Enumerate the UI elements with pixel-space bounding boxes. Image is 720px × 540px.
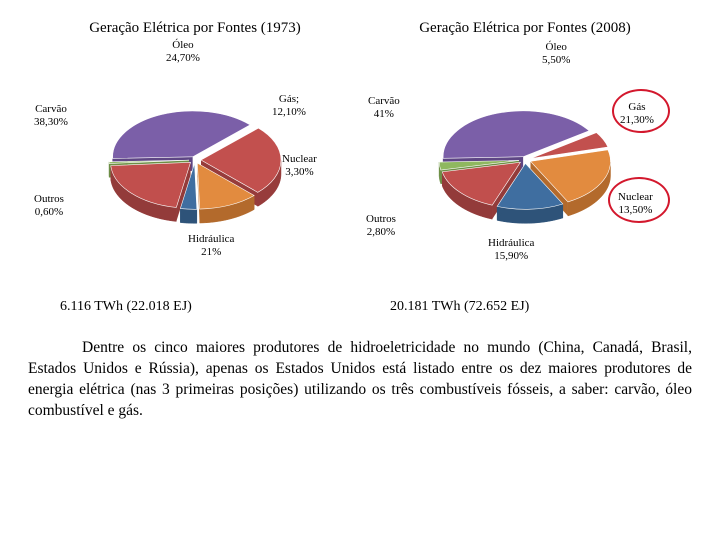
highlight-circle <box>612 89 670 133</box>
slice-label-outros: Outros0,60% <box>34 193 64 218</box>
slice-label-carvão: Carvão41% <box>368 95 400 120</box>
slice-label-carvão: Carvão38,30% <box>34 103 68 128</box>
slice-label-nuclear: Nuclear3,30% <box>282 153 317 178</box>
slice-label-óleo: Óleo5,50% <box>542 41 570 66</box>
slice-label-óleo: Óleo24,70% <box>166 39 200 64</box>
slice-label-gás: Gás;12,10% <box>272 93 306 118</box>
body-paragraph: Dentre os cinco maiores produtores de hi… <box>0 320 720 422</box>
chart-1973-footer: 6.116 TWh (22.018 EJ) <box>40 299 350 315</box>
slice-label-hidráulica: Hidráulica15,90% <box>488 237 534 262</box>
chart-2008-title: Geração Elétrica por Fontes (2008) <box>370 20 680 37</box>
highlight-circle <box>608 177 670 223</box>
slice-label-outros: Outros2,80% <box>366 213 396 238</box>
slice-label-hidráulica: Hidráulica21% <box>188 233 234 258</box>
body-paragraph-text: Dentre os cinco maiores produtores de hi… <box>28 339 692 419</box>
chart-2008: Geração Elétrica por Fontes (2008) Carvã… <box>370 20 680 320</box>
charts-row: Geração Elétrica por Fontes (1973) Carvã… <box>0 0 720 320</box>
chart-1973-pie: Carvão38,30%Óleo24,70%Gás;12,10%Nuclear3… <box>40 45 350 295</box>
chart-1973: Geração Elétrica por Fontes (1973) Carvã… <box>40 20 350 320</box>
chart-2008-footer: 20.181 TWh (72.652 EJ) <box>370 299 680 315</box>
chart-1973-title: Geração Elétrica por Fontes (1973) <box>40 20 350 37</box>
chart-2008-pie: Carvão41%Óleo5,50%Gás21,30%Nuclear13,50%… <box>370 45 680 295</box>
